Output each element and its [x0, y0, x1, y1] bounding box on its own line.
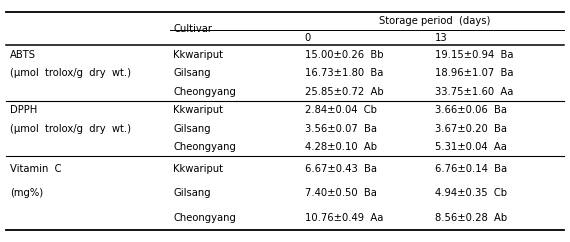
Text: 4.94±0.35  Cb: 4.94±0.35 Cb — [435, 188, 507, 198]
Text: 16.73±1.80  Ba: 16.73±1.80 Ba — [304, 68, 383, 78]
Text: Kkwariput: Kkwariput — [173, 105, 223, 115]
Text: Cheongyang: Cheongyang — [173, 213, 236, 223]
Text: Gilsang: Gilsang — [173, 124, 211, 134]
Text: Vitamin  C: Vitamin C — [10, 164, 62, 174]
Text: Storage period  (days): Storage period (days) — [378, 16, 490, 26]
Text: 18.96±1.07  Ba: 18.96±1.07 Ba — [435, 68, 513, 78]
Text: Cheongyang: Cheongyang — [173, 142, 236, 152]
Text: Kkwariput: Kkwariput — [173, 164, 223, 174]
Text: DPPH: DPPH — [10, 105, 38, 115]
Text: 8.56±0.28  Ab: 8.56±0.28 Ab — [435, 213, 507, 223]
Text: 25.85±0.72  Ab: 25.85±0.72 Ab — [304, 87, 383, 97]
Text: 3.67±0.20  Ba: 3.67±0.20 Ba — [435, 124, 507, 134]
Text: 0: 0 — [304, 33, 311, 43]
Text: 33.75±1.60  Aa: 33.75±1.60 Aa — [435, 87, 513, 97]
Text: 5.31±0.04  Aa: 5.31±0.04 Aa — [435, 142, 507, 152]
Text: 19.15±0.94  Ba: 19.15±0.94 Ba — [435, 50, 513, 60]
Text: 13: 13 — [435, 33, 447, 43]
Text: 15.00±0.26  Bb: 15.00±0.26 Bb — [304, 50, 383, 60]
Text: 3.56±0.07  Ba: 3.56±0.07 Ba — [304, 124, 377, 134]
Text: 7.40±0.50  Ba: 7.40±0.50 Ba — [304, 188, 376, 198]
Text: (mg%): (mg%) — [10, 188, 43, 198]
Text: (μmol  trolox/g  dry  wt.): (μmol trolox/g dry wt.) — [10, 68, 131, 78]
Text: 6.67±0.43  Ba: 6.67±0.43 Ba — [304, 164, 377, 174]
Text: Cheongyang: Cheongyang — [173, 87, 236, 97]
Text: 3.66±0.06  Ba: 3.66±0.06 Ba — [435, 105, 507, 115]
Text: Kkwariput: Kkwariput — [173, 50, 223, 60]
Text: 6.76±0.14  Ba: 6.76±0.14 Ba — [435, 164, 507, 174]
Text: Gilsang: Gilsang — [173, 68, 211, 78]
Text: Cultivar: Cultivar — [173, 24, 212, 34]
Text: 4.28±0.10  Ab: 4.28±0.10 Ab — [304, 142, 377, 152]
Text: (μmol  trolox/g  dry  wt.): (μmol trolox/g dry wt.) — [10, 124, 131, 134]
Text: Gilsang: Gilsang — [173, 188, 211, 198]
Text: 2.84±0.04  Cb: 2.84±0.04 Cb — [304, 105, 376, 115]
Text: 10.76±0.49  Aa: 10.76±0.49 Aa — [304, 213, 383, 223]
Text: ABTS: ABTS — [10, 50, 36, 60]
